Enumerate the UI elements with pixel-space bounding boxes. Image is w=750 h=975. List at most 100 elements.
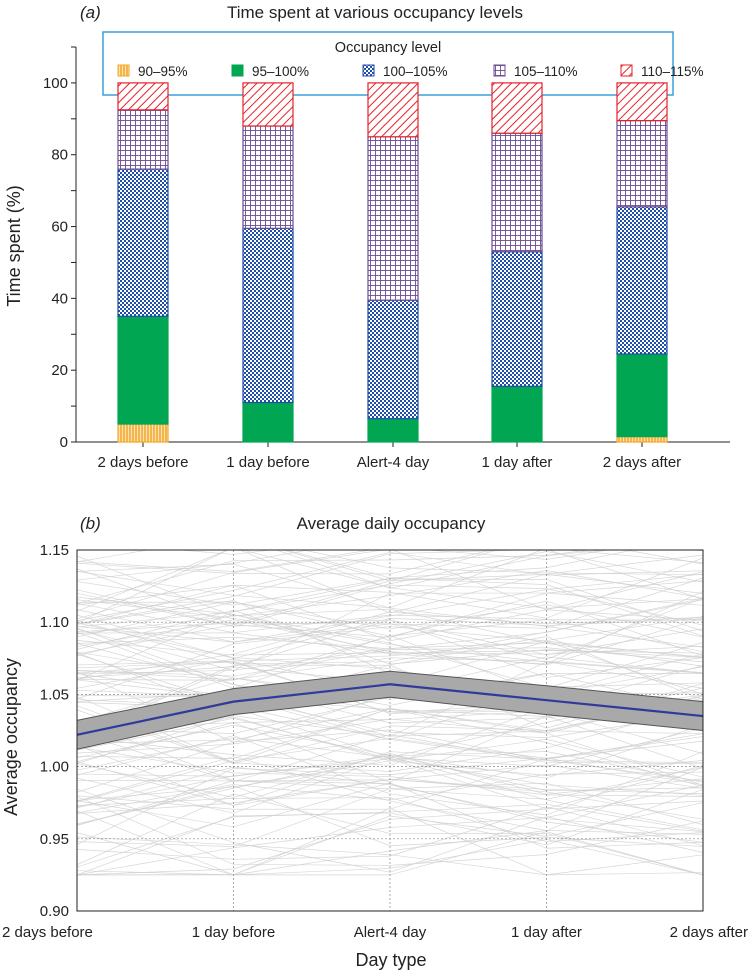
trajectory-line (77, 584, 703, 642)
bar-segment (491, 82, 543, 134)
x-tick-label: 1 day after (511, 924, 582, 941)
x-tick-label: 2 days before (98, 454, 189, 471)
bar-segment (491, 132, 543, 253)
trajectory-line (77, 782, 703, 847)
trajectory-line (77, 657, 703, 681)
x-tick-label: Alert-4 day (357, 454, 430, 471)
y-tick-label: 0 (60, 434, 68, 451)
bar-segment (616, 120, 668, 208)
trajectory-line (77, 642, 703, 675)
bar-segment (117, 168, 169, 317)
x-tick-label: 2 days after (670, 924, 748, 941)
panel-a-label: (a) (80, 3, 101, 22)
trajectory-line (77, 584, 703, 681)
confidence-band (77, 671, 703, 750)
lower-bound-line (76, 696, 704, 750)
bar-segment (117, 423, 169, 443)
legend-swatch (231, 64, 244, 77)
trajectory-line (77, 550, 611, 573)
panel-b-label: (b) (80, 514, 101, 533)
legend-items: 90–95% 95–100% 100–105% 105–110% 110–115% (117, 64, 704, 79)
trajectory-line (77, 536, 703, 543)
mean-line (76, 683, 704, 736)
trajectory-line (77, 789, 703, 876)
chart-b-title: Average daily occupancy (297, 514, 486, 533)
trajectory-line (77, 727, 703, 771)
y-tick-label: 80 (51, 147, 68, 164)
trajectory-line (77, 599, 703, 650)
trajectory-line (77, 756, 703, 832)
trajectory-line (77, 636, 703, 705)
bar-segment (616, 436, 668, 443)
trajectory-line (77, 614, 703, 659)
trajectory-line (77, 729, 703, 793)
trajectory-line (77, 551, 703, 622)
legend-label: 95–100% (252, 64, 309, 79)
bar-segment (367, 299, 419, 420)
trajectory-line (77, 599, 703, 674)
y-tick-label: 1.00 (40, 759, 69, 776)
bar-segment (616, 206, 668, 355)
trajectory-line (77, 550, 703, 620)
bar-segment (367, 418, 419, 443)
x-tick-label: 1 day before (226, 454, 309, 471)
legend-swatch (620, 64, 633, 77)
panel-b: (b) Average daily occupancy Average occu… (1, 514, 748, 970)
trajectory-line (77, 550, 703, 575)
chart-a-ylabel: Time spent (%) (4, 185, 24, 306)
bar-segment (242, 401, 294, 443)
trajectory-line (77, 696, 703, 763)
x-tick-label: 2 days before (2, 924, 93, 941)
trajectory-line (77, 580, 703, 671)
panel-a: (a) Time spent at various occupancy leve… (4, 3, 730, 471)
trajectory-line (77, 647, 703, 677)
trajectory-line (77, 796, 703, 866)
trajectory-line (77, 601, 703, 638)
bar-segment (242, 125, 294, 229)
x-tick-label: 1 day before (192, 924, 275, 941)
chart-a-title: Time spent at various occupancy levels (227, 3, 523, 22)
bar-segment (117, 82, 169, 111)
trajectory-line (77, 661, 703, 737)
trajectory-line (77, 651, 703, 706)
y-tick-label: 0.95 (40, 831, 69, 848)
bar-segment (491, 251, 543, 387)
trajectory-line (77, 573, 703, 643)
bar-segment (117, 315, 169, 425)
trajectory-line (282, 550, 703, 582)
chart-b-plot: 0.90 0.95 1.00 1.05 1.10 1.15 2 days before 1 d… (2, 536, 748, 941)
y-tick-label: 1.10 (40, 614, 69, 631)
y-tick-label: 0.90 (40, 903, 69, 920)
y-tick-label: 40 (51, 290, 68, 307)
chart-a-bars (117, 82, 668, 443)
legend-label: 105–110% (514, 64, 578, 79)
trajectory-line (77, 807, 703, 876)
bar-segment (242, 227, 294, 404)
legend-label: 100–105% (383, 64, 448, 79)
background-trajectories (77, 536, 703, 876)
chart-a-axes: 0 20 40 60 80 100 2 days before 1 day before Ale… (43, 46, 730, 471)
chart-b-xlabel: Day type (355, 950, 426, 970)
trajectory-line (77, 788, 703, 873)
legend-swatch (493, 64, 506, 77)
trajectory-line (77, 806, 703, 860)
bar-segment (616, 82, 668, 122)
trajectory-line (77, 740, 703, 810)
legend-label: 90–95% (138, 64, 188, 79)
trajectory-line (77, 550, 703, 625)
bar-segment (242, 82, 294, 127)
bar-segment (367, 82, 419, 138)
trajectory-line (77, 803, 703, 868)
y-tick-label: 1.15 (40, 542, 69, 559)
trajectory-line (275, 550, 609, 589)
bar-segment (616, 353, 668, 438)
upper-bound-line (76, 670, 704, 721)
bar-segment (117, 109, 169, 170)
bar-segment (367, 136, 419, 301)
bar-segment (491, 385, 543, 443)
chart-b-ylabel: Average occupancy (1, 658, 21, 816)
x-tick-label: Alert-4 day (354, 924, 427, 941)
legend-swatch (117, 64, 130, 77)
x-tick-label: 1 day after (482, 454, 553, 471)
